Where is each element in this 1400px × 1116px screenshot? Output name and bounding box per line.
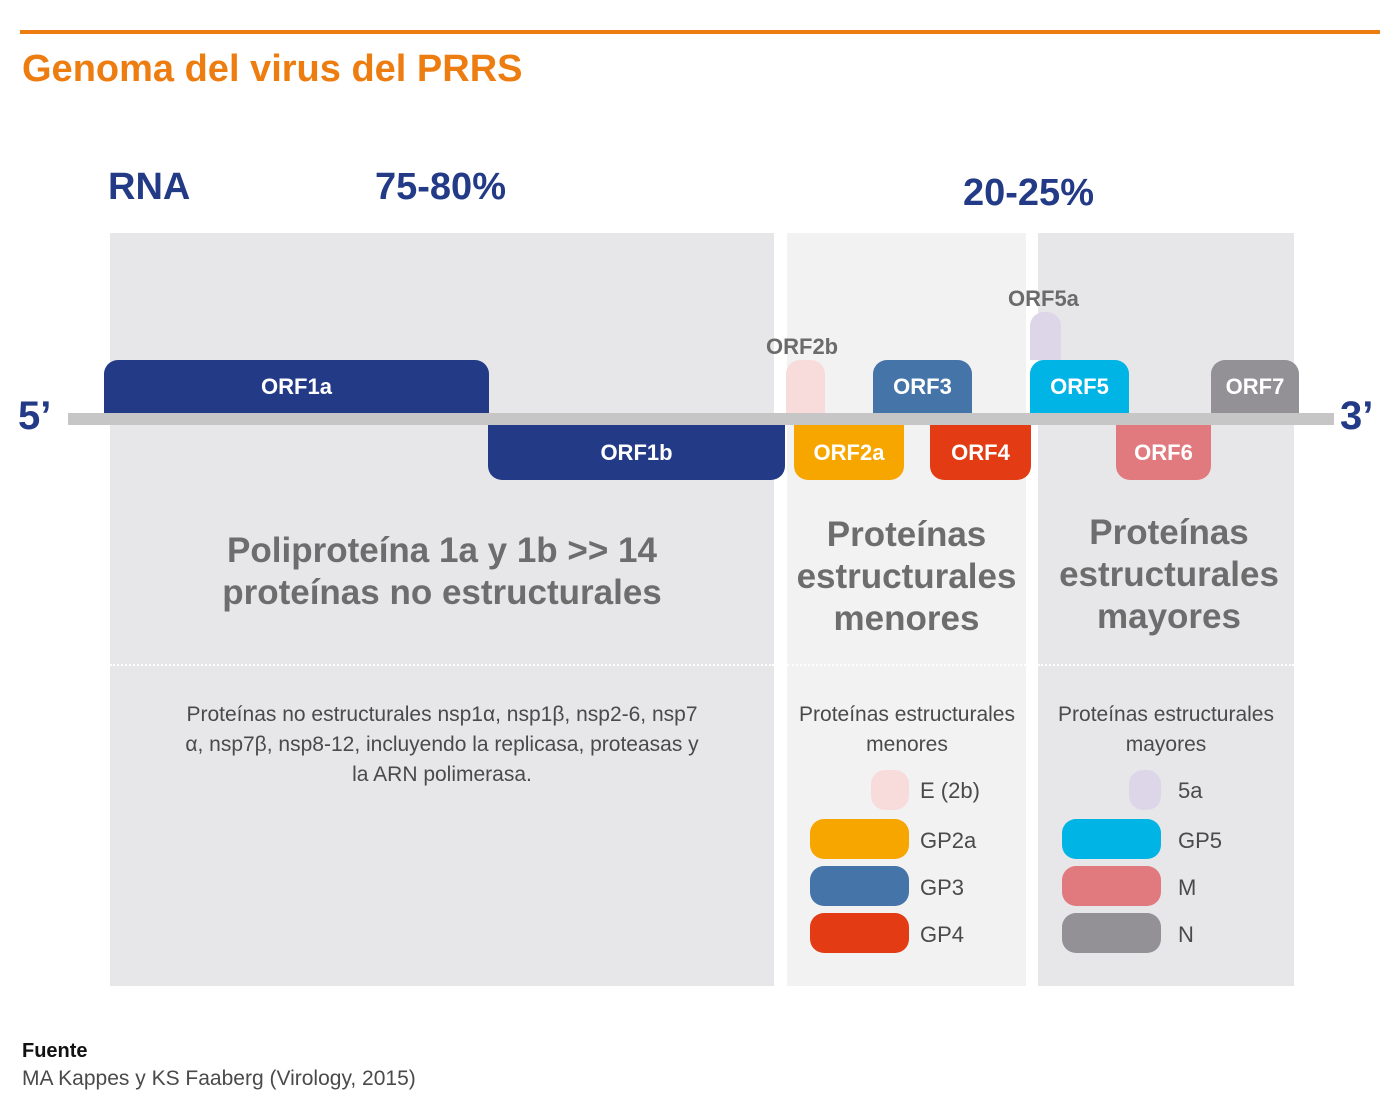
desc-minor-line1: Proteínas estructurales (799, 703, 1015, 726)
legend-label-e2b: E (2b) (920, 778, 980, 803)
legend-label-n: N (1178, 922, 1194, 947)
orf1a-label: ORF1a (261, 373, 332, 399)
legend-label-gp4: GP4 (920, 922, 965, 947)
orf2b-label: ORF2b (766, 334, 839, 359)
panel-major-structural (1038, 233, 1294, 986)
page-title: Genoma del virus del PRRS (22, 48, 523, 90)
heading-nonstructural: Poliproteína 1a y 1b >> 14 proteínas no … (110, 530, 774, 614)
desc-nonstructural-line1: Proteínas no estructurales nsp1α, nsp1β,… (186, 703, 698, 726)
separator-minor (787, 664, 1026, 666)
legend-label-5a: 5a (1178, 778, 1203, 803)
five-prime-label: 5’ (18, 394, 52, 438)
desc-minor: Proteínas estructurales menores (782, 700, 1032, 760)
orf5-label: ORF5 (1050, 373, 1109, 399)
desc-major: Proteínas estructurales mayores (1038, 700, 1294, 760)
three-prime-label: 3’ (1340, 394, 1374, 438)
orf5a-block (1030, 312, 1061, 360)
legend-label-gp5: GP5 (1178, 828, 1223, 853)
heading-major-line1: Proteínas (1089, 513, 1249, 552)
orf7-label: ORF7 (1225, 373, 1285, 399)
heading-major: Proteínas estructurales mayores (1038, 512, 1300, 638)
orf3-label: ORF3 (893, 373, 952, 399)
legend-swatch-m (1062, 866, 1161, 906)
orf5-block: ORF5 (1030, 360, 1129, 413)
orf2b-block (786, 360, 825, 413)
rna-label: RNA (108, 166, 191, 208)
legend-swatch-gp2a (810, 819, 909, 859)
percent-nonstructural: 75-80% (375, 166, 506, 208)
heading-minor-line1: Proteínas (826, 515, 987, 554)
legend-swatch-gp5 (1062, 819, 1161, 859)
header-rule (20, 30, 1380, 34)
separator-major (1038, 664, 1294, 666)
orf4-block: ORF4 (930, 425, 1031, 480)
legend-label-gp2a: GP2a (920, 828, 977, 853)
orf2a-block: ORF2a (794, 425, 904, 480)
legend-swatch-5a (1129, 770, 1161, 810)
desc-nonstructural-line2: α, nsp7β, nsp8-12, incluyendo la replica… (185, 733, 699, 756)
heading-major-line3: mayores (1097, 597, 1241, 636)
separator-nonstructural (110, 664, 774, 666)
heading-minor: Proteínas estructurales menores (787, 514, 1026, 640)
desc-minor-line2: menores (866, 733, 948, 756)
source-heading: Fuente (22, 1040, 88, 1062)
genome-axis (68, 413, 1334, 425)
desc-nonstructural: Proteínas no estructurales nsp1α, nsp1β,… (110, 700, 774, 790)
panel-nonstructural (110, 233, 774, 986)
orf4-label: ORF4 (951, 439, 1010, 465)
desc-nonstructural-line3: la ARN polimerasa. (352, 763, 532, 786)
legend-swatch-gp4 (810, 913, 909, 953)
orf3-block: ORF3 (873, 360, 972, 413)
legend-swatch-e2b (871, 770, 909, 810)
legend-label-gp3: GP3 (920, 875, 965, 900)
orf1a-block: ORF1a (104, 360, 489, 413)
legend-swatch-n (1062, 913, 1161, 953)
orf1b-label: ORF1b (600, 439, 673, 465)
orf1b-block: ORF1b (488, 425, 785, 480)
panel-minor-structural (787, 233, 1026, 986)
heading-major-line2: estructurales (1059, 555, 1279, 594)
source-text: MA Kappes y KS Faaberg (Virology, 2015) (22, 1067, 416, 1090)
desc-major-line1: Proteínas estructurales (1058, 703, 1274, 726)
heading-minor-line2: estructurales (796, 557, 1017, 596)
orf6-label: ORF6 (1134, 439, 1193, 465)
legend-label-m: M (1178, 875, 1197, 900)
heading-nonstructural-line2: proteínas no estructurales (222, 573, 662, 612)
heading-minor-line3: menores (833, 599, 980, 638)
orf6-block: ORF6 (1116, 425, 1211, 480)
heading-nonstructural-line1: Poliproteína 1a y 1b >> 14 (227, 531, 657, 570)
orf2a-label: ORF2a (813, 439, 885, 465)
legend-swatch-gp3 (810, 866, 909, 906)
orf5a-label: ORF5a (1008, 286, 1079, 311)
orf7-block: ORF7 (1211, 360, 1299, 413)
desc-major-line2: mayores (1125, 733, 1207, 756)
percent-structural: 20-25% (963, 172, 1094, 214)
